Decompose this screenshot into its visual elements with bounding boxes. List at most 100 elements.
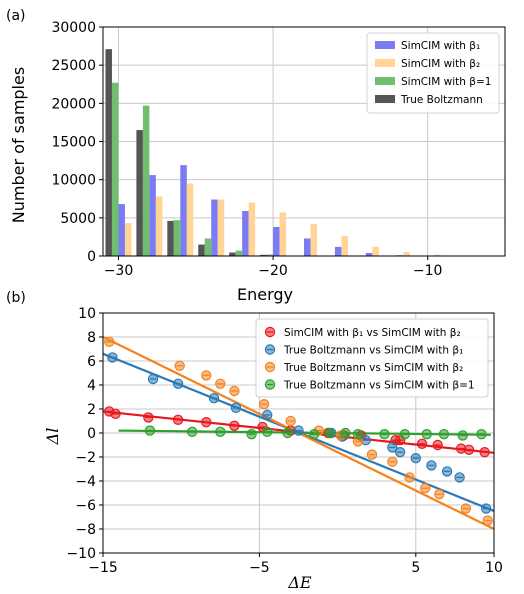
panel-b-point	[432, 439, 443, 451]
panel-b-y-axis-label: Δl	[43, 428, 62, 446]
panel-a-bar	[111, 82, 119, 257]
panel-b-y-tick-label: −6	[75, 498, 96, 514]
panel-b-legend: SimCIM with β₁ vs SimCIM with β₂ True Bol…	[255, 318, 489, 398]
panel-a-bar	[365, 252, 373, 256]
panel-b-point	[352, 429, 364, 440]
panel-b-point	[144, 425, 156, 436]
panel-a-y-tick-label: 0	[87, 249, 96, 265]
panel-a-label: (a)	[6, 8, 26, 24]
panel-a-legend-swatch	[375, 95, 395, 103]
panel-a-y-tick-label: 25000	[51, 58, 96, 74]
panel-a-legend-label: True Boltzmann	[400, 94, 483, 106]
panel-a-bar	[105, 49, 112, 257]
panel-b-point	[457, 430, 468, 441]
panel-b-point	[143, 412, 154, 423]
panel-b-point	[110, 408, 121, 419]
panel-a-y-tick-label: 30000	[51, 20, 96, 36]
panel-b-point	[426, 460, 437, 471]
panel-b-legend-box	[255, 318, 489, 398]
panel-b-point	[258, 399, 270, 410]
panel-b-legend-label: SimCIM with β₁ vs SimCIM with β₂	[284, 327, 461, 339]
panel-b-y-tick-label: 10	[78, 306, 96, 322]
panel-b-point	[387, 442, 398, 453]
panel-a-bar	[167, 220, 174, 256]
panel-b-point	[246, 429, 257, 440]
panel-a-legend-label: SimCIM with β₁	[401, 40, 480, 52]
panel-b-point	[282, 427, 293, 439]
panel-a-x-tick-label: −10	[413, 263, 443, 279]
panel-a-bar	[124, 223, 132, 256]
panel-a-y-tick-label: 5000	[60, 211, 96, 227]
panel-b-point	[285, 415, 296, 427]
panel-b-point	[394, 447, 406, 458]
panel-b-point	[416, 438, 428, 449]
panel-b-point	[308, 429, 320, 440]
panel-a-y-tick-label: 15000	[51, 135, 96, 151]
panel-a-bar	[211, 199, 218, 256]
panel-a-bar	[334, 246, 342, 256]
panel-a-legend-swatch	[375, 41, 395, 49]
panel-b: (b) −10 −8 −6 −4 −2 0 2 4 6 8 10 −15 −5 5 10 ΔE Δl Si…	[6, 290, 503, 592]
panel-a-bar	[279, 212, 287, 256]
panel-a-bar	[372, 246, 379, 256]
panel-a-bar	[434, 254, 441, 256]
panel-b-point	[441, 466, 453, 477]
panel-b-point	[186, 426, 198, 437]
panel-b-x-ticks: −15 −5 5 10	[88, 553, 503, 576]
panel-b-data	[102, 336, 495, 530]
panel-b-point	[262, 426, 273, 437]
panel-a-bar	[118, 204, 125, 256]
panel-a-x-tick-label: −30	[104, 263, 134, 279]
panel-b-point	[404, 472, 415, 483]
panel-a-legend-label: SimCIM with β=1	[401, 76, 491, 88]
panel-b-point	[387, 456, 398, 467]
panel-b-point	[172, 414, 184, 425]
panel-b-point	[399, 429, 411, 440]
panel-b-point	[215, 426, 226, 437]
panel-b-y-tick-label: 6	[87, 354, 96, 370]
panel-a-x-ticks: −30 −20 −10	[104, 256, 443, 279]
panel-b-x-tick-label: −5	[249, 560, 270, 576]
panel-b-point	[147, 373, 159, 385]
panel-b-point	[229, 420, 240, 431]
panel-a-x-tick-label: −20	[258, 263, 288, 279]
panel-a-legend-swatch	[375, 59, 395, 67]
panel-b-point	[479, 447, 490, 458]
panel-b-point	[230, 402, 242, 413]
panel-b-legend-label: True Boltzmann vs SimCIM with β=1	[283, 380, 475, 392]
panel-b-legend-label: True Boltzmann vs SimCIM with β₁	[283, 345, 463, 357]
panel-b-point	[379, 429, 390, 440]
panel-a-y-tick-label: 10000	[51, 173, 96, 189]
panel-a-x-axis-label: Energy	[237, 285, 293, 304]
panel-b-point	[172, 378, 184, 389]
panel-b-point	[107, 352, 118, 363]
panel-a-bar	[149, 175, 156, 256]
panel-b-point	[460, 503, 472, 514]
panel-a-bars	[105, 49, 472, 257]
panel-b-point	[410, 453, 421, 464]
panel-b-point	[104, 336, 115, 347]
panel-b-point	[463, 444, 475, 455]
panel-a-bar	[180, 165, 187, 256]
panel-a-y-axis-label: Number of samples	[9, 67, 28, 223]
panel-a-bar	[266, 254, 274, 256]
panel-b-point	[229, 385, 240, 397]
panel-b-point	[366, 449, 378, 460]
panel-b-point	[421, 429, 432, 440]
panel-b-legend-label: True Boltzmann vs SimCIM with β₂	[283, 362, 463, 374]
panel-a-legend-swatch	[375, 77, 395, 85]
panel-b-point	[482, 515, 493, 526]
panel-b-point	[215, 378, 226, 389]
panel-b-point	[174, 360, 185, 371]
panel-a-bar	[186, 183, 194, 256]
panel-b-y-tick-label: −10	[66, 546, 96, 562]
panel-b-y-tick-label: −2	[75, 450, 96, 466]
panel-a-bar	[242, 210, 249, 256]
panel-a-bar	[235, 250, 243, 256]
panel-b-y-tick-label: −4	[75, 474, 96, 490]
panel-a-bar	[304, 238, 311, 256]
panel-a: (a) 0 5000 10000 15000 20000 25000 30000 −30 −2…	[6, 8, 506, 304]
panel-a-bar	[136, 130, 143, 256]
panel-b-y-tick-label: 2	[87, 402, 96, 418]
